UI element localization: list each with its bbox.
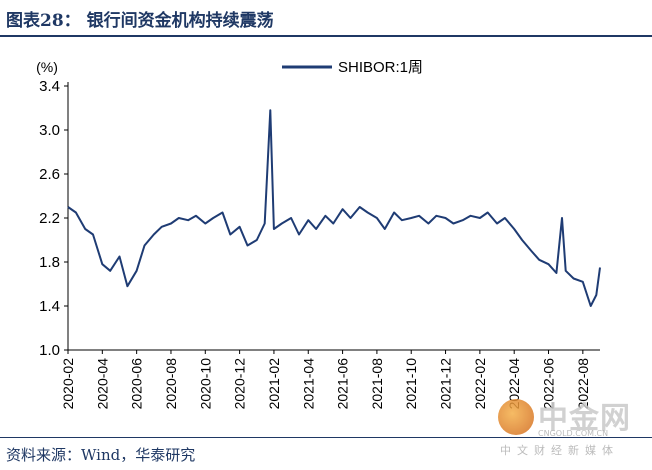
x-tick-label: 2020-08	[163, 358, 179, 410]
y-tick-label: 2.6	[39, 166, 60, 183]
source-divider	[0, 437, 652, 438]
x-tick-label: 2022-02	[472, 358, 488, 410]
title-divider	[0, 35, 652, 37]
figure-title: 图表28： 银行间资金机构持续震荡	[6, 11, 274, 31]
legend-label: SHIBOR:1周	[338, 59, 423, 76]
y-tick-label: 1.0	[39, 342, 60, 359]
x-tick-label: 2020-02	[60, 358, 76, 410]
watermark-url: CNGOLD.COM.CN	[538, 429, 609, 438]
watermark-brand: 中金网	[538, 401, 631, 436]
y-tick-label: 3.0	[39, 122, 60, 139]
x-tick-label: 2021-12	[438, 358, 454, 410]
x-tick-label: 2021-10	[403, 358, 419, 410]
watermark-logo-icon	[498, 399, 534, 435]
shibor-line-chart: 1.0 1.4 1.8 2.2 2.6 3.0 3.4 (%) 2020-02 2020-04 20…	[36, 59, 601, 410]
x-tick-label: 2022-06	[541, 358, 557, 410]
x-tick-label: 2020-10	[197, 358, 213, 410]
y-tick-label: 1.4	[39, 298, 60, 315]
y-tick-label: 1.8	[39, 254, 60, 271]
x-tick-label: 2022-04	[506, 358, 522, 410]
x-tick-label: 2021-08	[369, 358, 385, 410]
y-tick-label: 2.2	[39, 210, 60, 227]
x-tick-label: 2021-02	[266, 358, 282, 410]
watermark-tagline: 中文财经新媒体	[500, 444, 619, 457]
watermark: 中金网 CNGOLD.COM.CN 中文财经新媒体	[494, 393, 644, 461]
x-tick-label: 2020-04	[94, 358, 110, 410]
y-axis-label: (%)	[36, 59, 58, 75]
x-tick-label: 2020-12	[232, 358, 248, 410]
source-note: 资料来源：Wind，华泰研究	[6, 446, 196, 464]
series-line-shibor-1w	[67, 109, 601, 307]
x-tick-label: 2021-06	[335, 358, 351, 410]
x-tick-label: 2021-04	[300, 358, 316, 410]
x-tick-label: 2022-08	[575, 358, 591, 410]
y-tick-label: 3.4	[39, 78, 60, 95]
x-tick-label: 2020-06	[129, 358, 145, 410]
